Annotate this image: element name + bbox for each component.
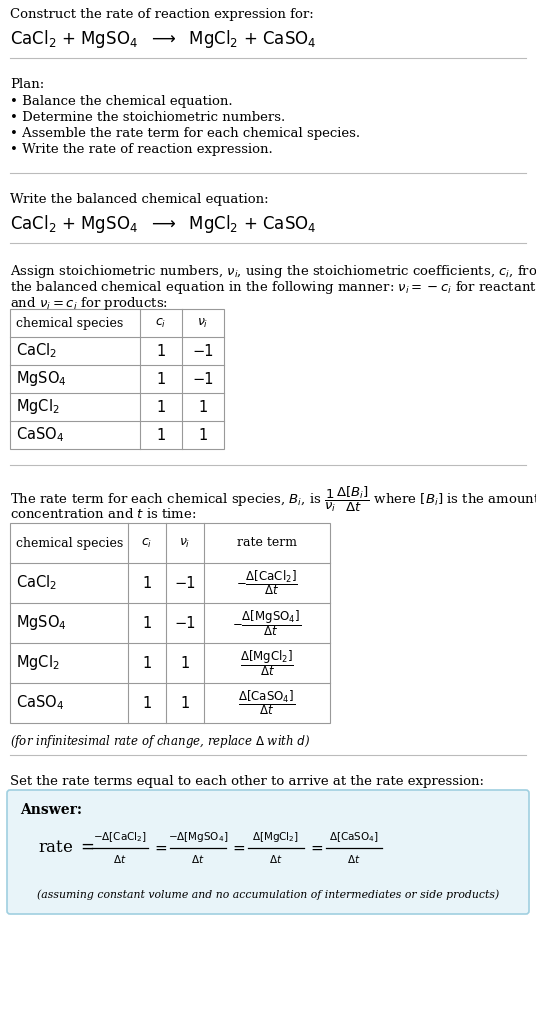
Text: $\mathregular{MgCl_2}$: $\mathregular{MgCl_2}$ xyxy=(16,653,59,672)
Text: Plan:: Plan: xyxy=(10,78,44,91)
Text: • Balance the chemical equation.: • Balance the chemical equation. xyxy=(10,95,233,108)
Text: $-\dfrac{\Delta[\mathregular{CaCl_2}]}{\Delta t}$: $-\dfrac{\Delta[\mathregular{CaCl_2}]}{\… xyxy=(236,569,298,598)
Text: $\mathregular{CaCl_2}$: $\mathregular{CaCl_2}$ xyxy=(16,341,57,361)
Text: $-\Delta[\mathregular{MgSO_4}]$: $-\Delta[\mathregular{MgSO_4}]$ xyxy=(168,830,228,844)
Text: 1: 1 xyxy=(157,343,166,359)
Bar xyxy=(10,309,224,449)
Text: concentration and $t$ is time:: concentration and $t$ is time: xyxy=(10,507,197,521)
Text: −1: −1 xyxy=(192,343,214,359)
Text: $\Delta[\mathregular{MgCl_2}]$: $\Delta[\mathregular{MgCl_2}]$ xyxy=(252,830,300,844)
Text: • Determine the stoichiometric numbers.: • Determine the stoichiometric numbers. xyxy=(10,111,285,124)
Text: $\Delta t$: $\Delta t$ xyxy=(113,853,126,865)
Text: $\mathregular{MgSO_4}$: $\mathregular{MgSO_4}$ xyxy=(16,613,67,633)
Text: Set the rate terms equal to each other to arrive at the rate expression:: Set the rate terms equal to each other t… xyxy=(10,776,484,788)
Text: 1: 1 xyxy=(143,656,152,670)
Text: 1: 1 xyxy=(157,371,166,387)
Text: the balanced chemical equation in the following manner: $\nu_i = -c_i$ for react: the balanced chemical equation in the fo… xyxy=(10,279,536,296)
Text: chemical species: chemical species xyxy=(16,537,123,549)
Text: Write the balanced chemical equation:: Write the balanced chemical equation: xyxy=(10,193,269,206)
Text: $\mathregular{MgSO_4}$: $\mathregular{MgSO_4}$ xyxy=(16,369,67,389)
Text: −1: −1 xyxy=(174,576,196,590)
Text: =: = xyxy=(154,841,167,855)
Text: $\Delta t$: $\Delta t$ xyxy=(347,853,361,865)
Text: $-\dfrac{\Delta[\mathregular{MgSO_4}]}{\Delta t}$: $-\dfrac{\Delta[\mathregular{MgSO_4}]}{\… xyxy=(233,608,302,638)
Text: • Write the rate of reaction expression.: • Write the rate of reaction expression. xyxy=(10,143,273,156)
Text: 1: 1 xyxy=(198,427,207,443)
Text: rate term: rate term xyxy=(237,537,297,549)
Text: $\mathregular{MgCl_2}$: $\mathregular{MgCl_2}$ xyxy=(16,397,59,417)
Text: $\dfrac{\Delta[\mathregular{CaSO_4}]}{\Delta t}$: $\dfrac{\Delta[\mathregular{CaSO_4}]}{\D… xyxy=(239,689,295,718)
Text: $\Delta t$: $\Delta t$ xyxy=(269,853,283,865)
Text: −1: −1 xyxy=(192,371,214,387)
Text: • Assemble the rate term for each chemical species.: • Assemble the rate term for each chemic… xyxy=(10,127,360,140)
Text: $\dfrac{\Delta[\mathregular{MgCl_2}]}{\Delta t}$: $\dfrac{\Delta[\mathregular{MgCl_2}]}{\D… xyxy=(240,648,294,678)
Text: $-\Delta[\mathregular{CaCl_2}]$: $-\Delta[\mathregular{CaCl_2}]$ xyxy=(93,830,147,844)
Text: $c_i$: $c_i$ xyxy=(142,537,153,549)
Text: =: = xyxy=(310,841,323,855)
Text: −1: −1 xyxy=(174,615,196,631)
Text: $c_i$: $c_i$ xyxy=(155,316,167,330)
Text: 1: 1 xyxy=(143,696,152,710)
Text: (for infinitesimal rate of change, replace $\Delta$ with $d$): (for infinitesimal rate of change, repla… xyxy=(10,733,310,750)
Text: $\mathregular{CaSO_4}$: $\mathregular{CaSO_4}$ xyxy=(16,694,64,712)
Text: $\mathregular{CaCl_2}$ + $\mathregular{MgSO_4}$  $\longrightarrow$  $\mathregula: $\mathregular{CaCl_2}$ + $\mathregular{M… xyxy=(10,213,317,235)
Text: 1: 1 xyxy=(157,427,166,443)
Text: 1: 1 xyxy=(143,615,152,631)
Text: $\nu_i$: $\nu_i$ xyxy=(180,537,191,549)
Text: Assign stoichiometric numbers, $\nu_i$, using the stoichiometric coefficients, $: Assign stoichiometric numbers, $\nu_i$, … xyxy=(10,263,536,280)
Text: 1: 1 xyxy=(181,656,190,670)
Text: 1: 1 xyxy=(143,576,152,590)
Text: =: = xyxy=(232,841,245,855)
Text: 1: 1 xyxy=(157,399,166,415)
Text: $\mathregular{CaCl_2}$: $\mathregular{CaCl_2}$ xyxy=(16,574,57,592)
Text: Answer:: Answer: xyxy=(20,803,82,817)
Text: $\nu_i$: $\nu_i$ xyxy=(197,316,209,330)
Text: chemical species: chemical species xyxy=(16,316,123,330)
Text: (assuming constant volume and no accumulation of intermediates or side products): (assuming constant volume and no accumul… xyxy=(37,889,499,901)
Text: 1: 1 xyxy=(198,399,207,415)
Text: 1: 1 xyxy=(181,696,190,710)
Text: rate $=$: rate $=$ xyxy=(38,840,95,856)
Text: Construct the rate of reaction expression for:: Construct the rate of reaction expressio… xyxy=(10,8,314,21)
Text: and $\nu_i = c_i$ for products:: and $\nu_i = c_i$ for products: xyxy=(10,295,168,312)
Text: $\Delta[\mathregular{CaSO_4}]$: $\Delta[\mathregular{CaSO_4}]$ xyxy=(329,830,379,844)
Text: The rate term for each chemical species, $B_i$, is $\dfrac{1}{\nu_i}\dfrac{\Delt: The rate term for each chemical species,… xyxy=(10,485,536,514)
Text: $\mathregular{CaSO_4}$: $\mathregular{CaSO_4}$ xyxy=(16,426,64,445)
Bar xyxy=(10,523,330,723)
FancyBboxPatch shape xyxy=(7,790,529,914)
Text: $\mathregular{CaCl_2}$ + $\mathregular{MgSO_4}$  $\longrightarrow$  $\mathregula: $\mathregular{CaCl_2}$ + $\mathregular{M… xyxy=(10,28,317,50)
Text: $\Delta t$: $\Delta t$ xyxy=(191,853,205,865)
